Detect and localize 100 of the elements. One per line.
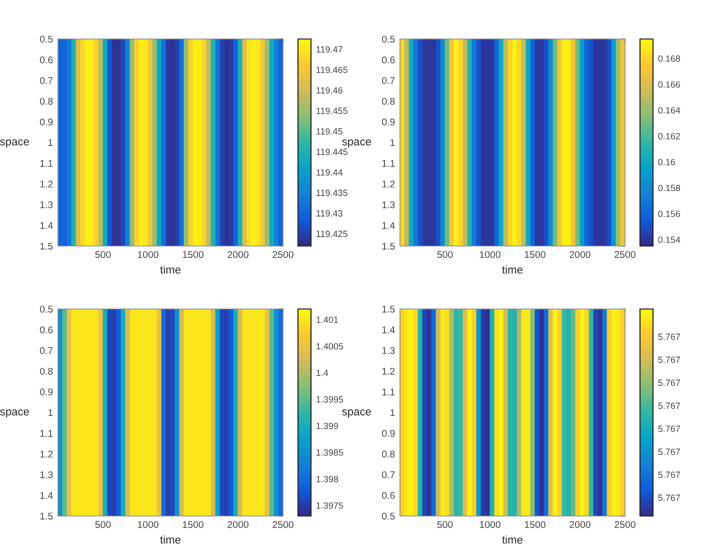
x-tick-label: 1000	[138, 251, 158, 258]
x-tick-label: 500	[95, 521, 111, 528]
y-tick-label: 1.2	[382, 368, 395, 375]
color-bar-label: 1.4005	[316, 343, 344, 350]
y-tick-label: 0.6	[382, 492, 395, 499]
y-tick-label: 1.4	[40, 492, 53, 499]
y-tick-label: 0.8	[382, 450, 395, 458]
color-bar-label: 119.45	[316, 128, 342, 135]
y-tick-label: 0.5	[382, 36, 395, 43]
x-tick-label: 2500	[614, 251, 636, 258]
y-tick-label: 0.5	[382, 512, 395, 520]
y-tick-label: 1.5	[382, 306, 395, 313]
x-axis-title: time	[502, 535, 522, 544]
color-bar-label: 119.44	[316, 169, 343, 176]
color-bar-label: 5.767	[658, 472, 680, 478]
color-bar-label: 0.158	[658, 184, 680, 192]
color-bar-label: 119.47	[316, 46, 342, 53]
y-tick-label: 1.4	[382, 222, 395, 229]
y-tick-label: 0.7	[40, 77, 53, 84]
y-tick-label: 1.4	[382, 326, 395, 334]
color-bar-label: 0.16	[658, 158, 676, 166]
y-tick-label: 1.1	[40, 430, 53, 437]
y-tick-label: 1.3	[382, 347, 395, 354]
x-tick-label: 2000	[570, 251, 590, 258]
color-bar-label: 119.455	[316, 108, 348, 114]
color-bar-label: 119.43	[316, 210, 342, 217]
y-tick-label: 0.5	[40, 306, 53, 313]
y-tick-label: 1	[390, 409, 395, 416]
y-tick-label: 0.8	[40, 368, 53, 375]
color-bar-label: 1.3985	[316, 449, 344, 456]
y-tick-label: 0.7	[382, 77, 395, 84]
x-tick-label: 1000	[138, 521, 158, 528]
x-tick-label: 1000	[480, 251, 500, 258]
y-tick-label: 0.6	[40, 326, 53, 334]
y-tick-label: 1.2	[40, 180, 53, 188]
y-tick-label: 1.1	[382, 388, 395, 396]
y-tick-label: 1.4	[40, 222, 53, 229]
x-tick-label: 1500	[524, 521, 546, 528]
color-bar-label: 1.399	[316, 422, 338, 430]
x-tick-label: 2000	[570, 521, 590, 528]
y-axis-title: space	[342, 139, 371, 148]
color-bar-label: 1.398	[316, 476, 338, 482]
y-tick-label: 0.6	[382, 56, 395, 64]
x-tick-label: 2000	[228, 251, 248, 258]
x-tick-label: 500	[437, 521, 453, 528]
y-tick-label: 0.8	[40, 98, 53, 105]
x-tick-label: 2500	[614, 521, 636, 528]
color-bar-label: 1.3995	[316, 396, 344, 403]
color-bar-label: 119.425	[316, 230, 348, 238]
y-tick-label: 1.5	[382, 242, 395, 250]
color-bar-label: 5.767	[658, 426, 680, 432]
color-bar-label: 0.154	[658, 236, 680, 243]
y-tick-label: 0.7	[40, 347, 53, 354]
x-tick-label: 1500	[524, 251, 546, 258]
y-tick-label: 1.2	[40, 450, 53, 458]
x-axis-title: time	[160, 265, 180, 274]
y-axis-title: space	[0, 409, 29, 418]
color-bar-label: 5.767	[658, 356, 680, 363]
y-tick-label: 0.5	[40, 36, 53, 43]
y-axis-title: space	[342, 409, 371, 418]
y-axis-title: space	[0, 139, 29, 148]
y-tick-label: 1.5	[40, 512, 53, 520]
x-tick-label: 1000	[480, 521, 500, 528]
y-tick-label: 0.7	[382, 471, 395, 478]
y-tick-label: 0.6	[40, 56, 53, 64]
color-bar-label: 119.445	[316, 148, 348, 156]
x-tick-label: 500	[95, 251, 111, 258]
y-tick-label: 1.3	[382, 201, 395, 208]
y-tick-label: 1	[48, 409, 53, 416]
color-bar-label: 0.168	[658, 55, 680, 62]
x-axis-title: time	[160, 535, 180, 544]
y-tick-label: 1	[48, 139, 53, 146]
y-tick-label: 1.1	[382, 160, 395, 167]
x-tick-label: 2500	[272, 521, 294, 528]
color-bar-label: 5.767	[658, 494, 680, 501]
color-bar-label: 5.767	[658, 448, 680, 455]
y-tick-label: 0.9	[382, 430, 395, 437]
x-tick-label: 2000	[228, 521, 248, 528]
y-tick-label: 1.2	[382, 180, 395, 188]
color-bar-label: 0.166	[658, 81, 680, 88]
color-bar-label: 119.435	[316, 190, 348, 196]
color-bar-label: 5.767	[658, 402, 680, 409]
y-tick-label: 0.9	[40, 388, 53, 396]
y-tick-label: 0.8	[382, 98, 395, 105]
color-bar-label: 0.164	[658, 107, 680, 114]
color-bar-label: 0.162	[658, 133, 680, 140]
y-tick-label: 1.1	[40, 160, 53, 167]
y-tick-label: 1.3	[40, 201, 53, 208]
y-tick-label: 1.3	[40, 471, 53, 478]
x-tick-label: 1500	[182, 251, 204, 258]
x-tick-label: 2500	[272, 251, 294, 258]
color-bar-label: 5.767	[658, 334, 680, 340]
y-tick-label: 1	[390, 139, 395, 146]
color-bar-label: 0.156	[658, 210, 680, 218]
x-tick-label: 500	[437, 251, 453, 258]
color-bar-label: 1.401	[316, 316, 338, 323]
y-tick-label: 0.9	[40, 118, 53, 126]
color-bar-label: 119.46	[316, 87, 342, 94]
color-bar-label: 119.465	[316, 66, 348, 74]
color-bar-label: 5.767	[658, 380, 680, 386]
